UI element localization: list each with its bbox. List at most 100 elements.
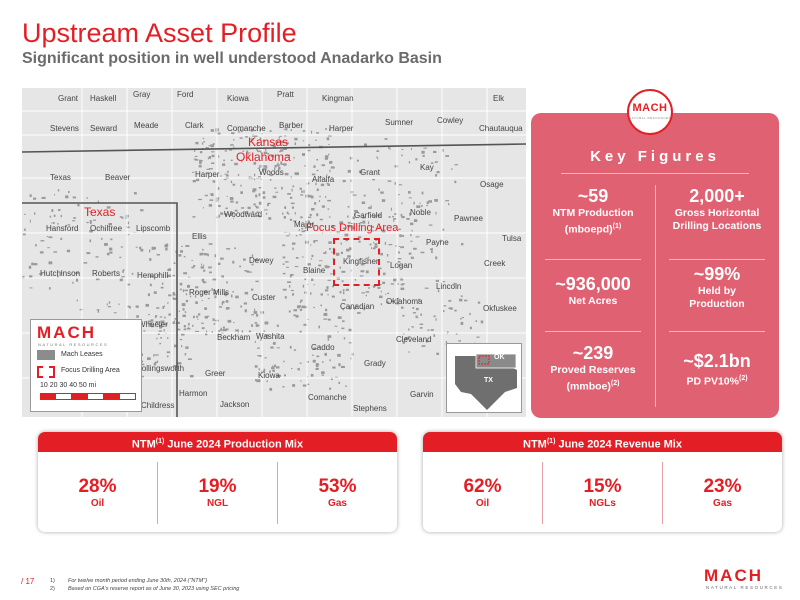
lease-parcel: [408, 336, 411, 338]
lease-parcel: [140, 375, 144, 378]
lease-parcel: [214, 295, 217, 299]
lease-parcel: [373, 215, 376, 218]
lease-parcel: [476, 336, 480, 338]
county-label: Kiowa: [227, 94, 249, 103]
lease-parcel: [184, 311, 187, 313]
focus-swatch: [37, 366, 55, 378]
county-label: Stevens: [50, 124, 79, 133]
legend-focus-label: Focus Drilling Area: [61, 367, 120, 374]
lease-parcel: [240, 129, 243, 133]
lease-parcel: [189, 295, 192, 298]
lease-parcel: [157, 332, 160, 335]
lease-parcel: [306, 383, 310, 385]
lease-parcel: [311, 173, 316, 176]
lease-parcel: [266, 380, 268, 382]
lease-parcel: [263, 165, 267, 168]
lease-parcel: [294, 137, 298, 141]
county-label: Elk: [493, 94, 505, 103]
lease-parcel: [329, 359, 331, 362]
county-label: Stephens: [353, 404, 387, 413]
footnote-ref: (1): [612, 223, 622, 230]
lease-parcel: [291, 188, 293, 192]
footnote-ref: (2): [610, 380, 620, 387]
lease-parcel: [257, 347, 260, 349]
lease-parcel: [283, 360, 285, 363]
lease-parcel: [234, 247, 236, 249]
lease-parcel: [203, 140, 205, 143]
lease-parcel: [279, 135, 282, 137]
lease-parcel: [398, 228, 401, 230]
lease-parcel: [256, 148, 258, 151]
lease-parcel: [176, 321, 180, 324]
lease-parcel: [321, 164, 325, 167]
lease-parcel: [178, 254, 182, 257]
lease-parcel: [325, 128, 327, 130]
lease-parcel: [209, 271, 212, 274]
mix-percent: 23%: [703, 476, 742, 497]
logo-tagline: NATURAL RESOURCES: [629, 116, 672, 120]
lease-parcel: [365, 294, 367, 297]
lease-parcel: [244, 291, 249, 295]
lease-parcel: [341, 280, 344, 283]
lease-parcel: [419, 327, 423, 329]
lease-parcel: [262, 140, 266, 142]
lease-parcel: [77, 204, 80, 207]
lease-parcel: [372, 247, 376, 250]
lease-parcel: [480, 320, 484, 324]
county-label: Harmon: [179, 389, 208, 398]
lease-parcel: [255, 280, 259, 283]
mach-logo-badge: MACH NATURAL RESOURCES: [627, 89, 673, 135]
lease-parcel: [163, 305, 165, 308]
lease-parcel: [349, 247, 353, 251]
lease-parcel: [172, 297, 177, 300]
lease-parcel: [171, 293, 176, 296]
lease-parcel: [263, 209, 268, 211]
lease-parcel: [253, 311, 258, 314]
lease-parcel: [223, 159, 225, 162]
lease-parcel: [31, 262, 34, 266]
lease-parcel: [281, 186, 283, 190]
lease-parcel: [173, 365, 177, 367]
lease-parcel: [184, 289, 188, 292]
lease-parcel: [244, 309, 247, 313]
lease-parcel: [29, 287, 33, 289]
lease-parcel: [212, 180, 216, 183]
legend-leases-label: Mach Leases: [61, 351, 103, 358]
county-label: Beckham: [217, 333, 251, 342]
lease-parcel: [328, 241, 332, 244]
lease-parcel: [320, 304, 322, 307]
lease-parcel: [312, 222, 314, 226]
lease-parcel: [343, 291, 345, 295]
lease-parcel: [329, 169, 331, 173]
lease-parcel: [394, 165, 399, 168]
lease-parcel: [161, 282, 164, 285]
lease-parcel: [41, 196, 46, 199]
lease-parcel: [202, 252, 204, 255]
county-label: Major: [294, 220, 315, 229]
lease-parcel: [255, 324, 259, 327]
lease-parcel: [278, 166, 281, 170]
lease-parcel: [435, 256, 438, 260]
lease-parcel: [461, 243, 464, 246]
county-label: Pratt: [277, 90, 294, 99]
lease-parcel: [258, 201, 262, 205]
lease-parcel: [125, 217, 128, 219]
lease-parcel: [232, 183, 236, 186]
lease-parcel: [293, 156, 295, 159]
lease-parcel: [202, 137, 205, 139]
county-label: Dewey: [249, 256, 274, 265]
lease-parcel: [299, 300, 302, 304]
lease-parcel: [300, 194, 304, 196]
lease-parcel: [73, 217, 76, 219]
lease-parcel: [378, 226, 381, 229]
county-label: Osage: [480, 180, 504, 189]
lease-parcel: [282, 263, 285, 265]
lease-parcel: [156, 254, 160, 256]
lease-parcel: [321, 371, 325, 375]
lease-parcel: [235, 201, 239, 204]
lease-parcel: [334, 325, 338, 327]
lease-parcel: [308, 216, 312, 218]
mix-item-oil: 28% Oil: [38, 458, 157, 528]
lease-parcel: [392, 215, 395, 218]
lease-parcel: [141, 360, 144, 363]
